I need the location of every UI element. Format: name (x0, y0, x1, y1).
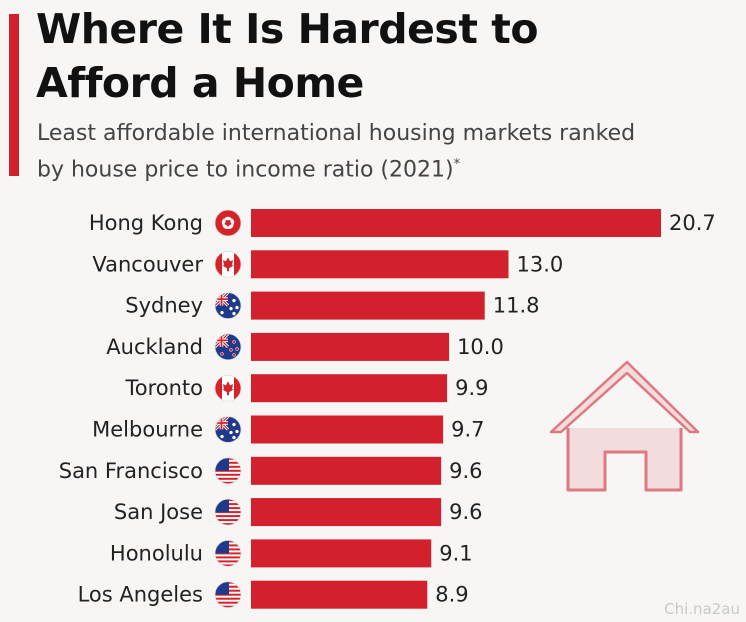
watermark: Chi.na2au (664, 600, 740, 618)
bar (251, 498, 442, 527)
category-label: Hong Kong (89, 211, 203, 235)
category-label: Toronto (124, 376, 203, 400)
subtitle-text: Least affordable international housing m… (37, 121, 636, 183)
usa-flag-icon (214, 498, 242, 526)
australia-flag-icon (214, 416, 242, 443)
canada-flag-icon (214, 374, 242, 402)
new-zealand-flag-icon (214, 333, 242, 361)
category-label: Sydney (125, 294, 203, 318)
usa-flag-icon (214, 540, 242, 567)
hong-kong-flag-icon (214, 209, 242, 237)
bar (251, 415, 444, 444)
category-label: Los Angeles (78, 583, 203, 607)
category-label: San Francisco (59, 459, 203, 483)
bar (251, 539, 432, 568)
bar (251, 374, 448, 403)
category-label: Vancouver (92, 252, 203, 276)
bar (251, 209, 661, 237)
data-label: 9.6 (449, 500, 482, 524)
data-label: 9.7 (451, 418, 484, 442)
footnote-mark: * (453, 157, 461, 172)
usa-flag-icon (214, 457, 242, 485)
data-label: 9.1 (439, 541, 472, 565)
data-label: 11.8 (493, 294, 540, 318)
bar (251, 456, 442, 485)
usa-flag-icon (214, 581, 242, 609)
chart-title: Where It Is Hardest to Afford a Home (36, 5, 538, 107)
bar (251, 332, 450, 361)
category-label: Auckland (106, 335, 203, 359)
data-label: 10.0 (457, 335, 504, 359)
data-label: 13.0 (516, 252, 563, 276)
bar (251, 291, 485, 320)
category-label: Melbourne (92, 418, 203, 442)
canada-flag-icon (214, 250, 242, 278)
bar (251, 250, 509, 279)
data-label: 9.9 (455, 376, 488, 400)
accent-bar (9, 14, 19, 176)
category-label: Honolulu (110, 541, 203, 565)
chart-subtitle: Least affordable international housing m… (37, 118, 637, 185)
bar (251, 580, 428, 609)
category-label: San Jose (114, 500, 203, 524)
australia-flag-icon (214, 292, 242, 320)
house-icon (549, 360, 700, 492)
data-label: 20.7 (669, 211, 716, 235)
data-label: 8.9 (435, 583, 468, 607)
data-label: 9.6 (449, 459, 482, 483)
